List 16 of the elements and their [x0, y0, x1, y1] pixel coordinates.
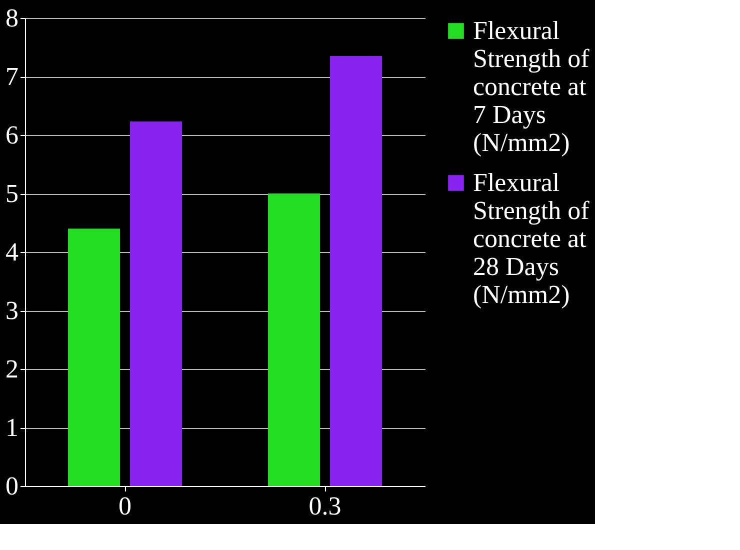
- x-tick-label: 0.3: [308, 492, 342, 520]
- y-tick-label: 2: [6, 354, 18, 384]
- y-tick-label: 3: [6, 296, 18, 325]
- legend-label: Flexural Strength of concrete at 28 Days (N/mm2): [473, 168, 590, 309]
- y-tick-label: 0: [6, 472, 18, 500]
- bar: [68, 228, 120, 486]
- y-tick-label: 6: [6, 120, 18, 150]
- legend-label: Flexural Strength of concrete at 7 Days (N/mm2): [473, 16, 590, 157]
- bar: [330, 56, 382, 486]
- y-tick-label: 7: [6, 62, 18, 91]
- y-tick-label: 4: [6, 238, 18, 266]
- y-tick-label: 1: [6, 413, 18, 442]
- y-tick-label: 8: [6, 4, 18, 32]
- bar: [130, 122, 182, 486]
- bar: [268, 194, 320, 486]
- y-tick-label: 5: [6, 179, 18, 208]
